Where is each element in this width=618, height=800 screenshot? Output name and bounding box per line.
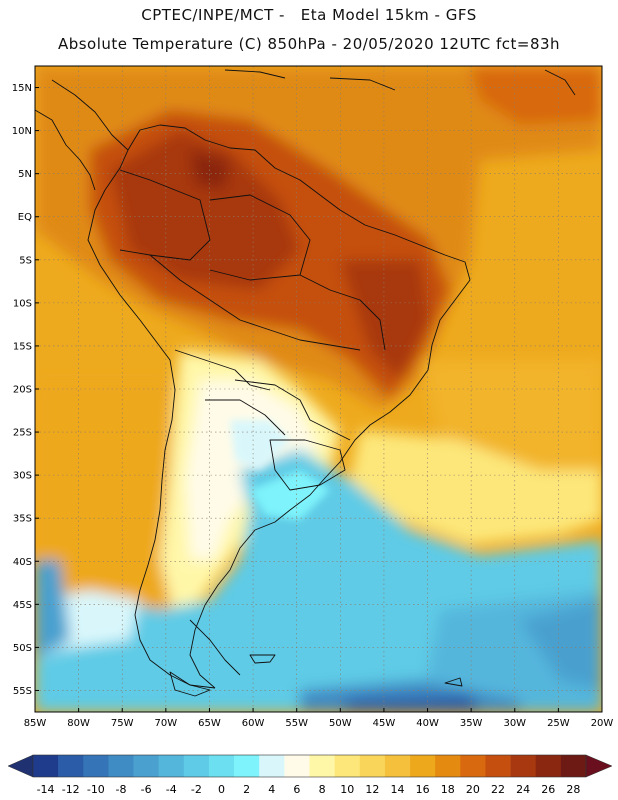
colorbar-swatch (234, 755, 260, 777)
colorbar-label: -2 (191, 783, 202, 796)
longitude-label: 55W (285, 718, 308, 729)
longitude-label: 40W (416, 718, 439, 729)
colorbar-swatch (460, 755, 486, 777)
colorbar-swatch (259, 755, 285, 777)
colorbar-swatch (334, 755, 361, 777)
longitude-label: 60W (242, 718, 265, 729)
colorbar-swatch (108, 755, 134, 777)
colorbar-swatch (208, 755, 235, 777)
colorbar-label: 2 (243, 783, 250, 796)
colorbar-swatch (435, 755, 461, 777)
colorbar-swatch (560, 755, 587, 777)
colorbar-label: -10 (87, 783, 105, 796)
colorbar-label: -8 (115, 783, 126, 796)
colorbar-label: -12 (62, 783, 80, 796)
colorbar-swatch (158, 755, 185, 777)
color-legend: -14 -12 -10 -8 -6 -4 -2 0 2 4 6 8 10 12 14 16 18 20 22 24 26… (7, 754, 613, 796)
latitude-labels: 15N 10N 5N EQ 5S 10S 15S 20S 25S 30S 35S 40S 45S 50S 5… (12, 83, 39, 697)
colorbar-swatch (485, 755, 511, 777)
colorbar-label: 22 (491, 783, 505, 796)
colorbar-label: -6 (141, 783, 152, 796)
colorbar-swatch (309, 755, 335, 777)
colorbar-swatch (58, 755, 84, 777)
latitude-label: 15S (13, 341, 32, 352)
map-title-line-2: Absolute Temperature (C) 850hPa - 20/05/… (57, 35, 561, 53)
longitude-label: 30W (503, 718, 526, 729)
colorbar-label: 6 (293, 783, 300, 796)
map-title-line-1: CPTEC/INPE/MCT - Eta Model 15km - GFS (141, 6, 477, 24)
latitude-label: 40S (13, 557, 32, 568)
latitude-label: 30S (13, 471, 32, 482)
colorbar-swatch (510, 755, 537, 777)
colorbar-label: 18 (441, 783, 455, 796)
colorbar-swatch (83, 755, 109, 777)
latitude-label: 5N (18, 169, 32, 180)
longitude-label: 70W (155, 718, 178, 729)
colorbar-swatch (410, 755, 436, 777)
colorbar-label: 10 (340, 783, 354, 796)
colorbar-label: 0 (218, 783, 225, 796)
colorbar-label: 20 (466, 783, 480, 796)
longitude-label: 20W (591, 718, 614, 729)
longitude-label: 35W (460, 718, 483, 729)
colorbar-under-arrow (7, 754, 34, 778)
colorbar-label: 24 (516, 783, 530, 796)
longitude-label: 65W (198, 718, 221, 729)
latitude-label: 15N (12, 83, 32, 94)
colorbar-swatch (183, 755, 210, 777)
longitude-label: 25W (547, 718, 570, 729)
longitude-label: 45W (373, 718, 396, 729)
latitude-label: 10N (12, 126, 32, 137)
latitude-label: 10S (13, 298, 32, 309)
latitude-label: 45S (13, 600, 32, 611)
colorbar-label: 26 (541, 783, 555, 796)
colorbar-label: 12 (365, 783, 379, 796)
colorbar-swatch (284, 755, 310, 777)
colorbar-swatch (133, 755, 159, 777)
colorbar-label: 4 (268, 783, 275, 796)
latitude-label: 5S (19, 255, 32, 266)
colorbar-label: 8 (319, 783, 326, 796)
colorbar-over-arrow (585, 754, 613, 778)
colorbar-label: 28 (566, 783, 580, 796)
colorbar-swatch (359, 755, 386, 777)
latitude-label: 50S (13, 643, 32, 654)
longitude-label: 75W (111, 718, 134, 729)
longitude-label: 50W (329, 718, 352, 729)
graticule (35, 66, 602, 712)
colorbar-swatch (33, 755, 59, 777)
latitude-label: 20S (13, 385, 32, 396)
longitude-label: 85W (24, 718, 47, 729)
colorbar-swatch (384, 755, 411, 777)
colorbar-swatch (535, 755, 562, 777)
longitude-labels: 85W 80W 75W 70W 65W 60W 55W 50W 45W 40W 35W 30W 25W 2… (24, 708, 614, 729)
latitude-label: 25S (13, 428, 32, 439)
colorbar-label: -14 (37, 783, 55, 796)
latitude-label: EQ (18, 212, 32, 223)
coastlines (35, 69, 576, 697)
colorbar-label: 14 (390, 783, 404, 796)
latitude-label: 35S (13, 514, 32, 525)
colorbar-label: -4 (166, 783, 177, 796)
latitude-label: 55S (13, 686, 32, 697)
longitude-label: 80W (67, 718, 90, 729)
colorbar-label: 16 (416, 783, 430, 796)
